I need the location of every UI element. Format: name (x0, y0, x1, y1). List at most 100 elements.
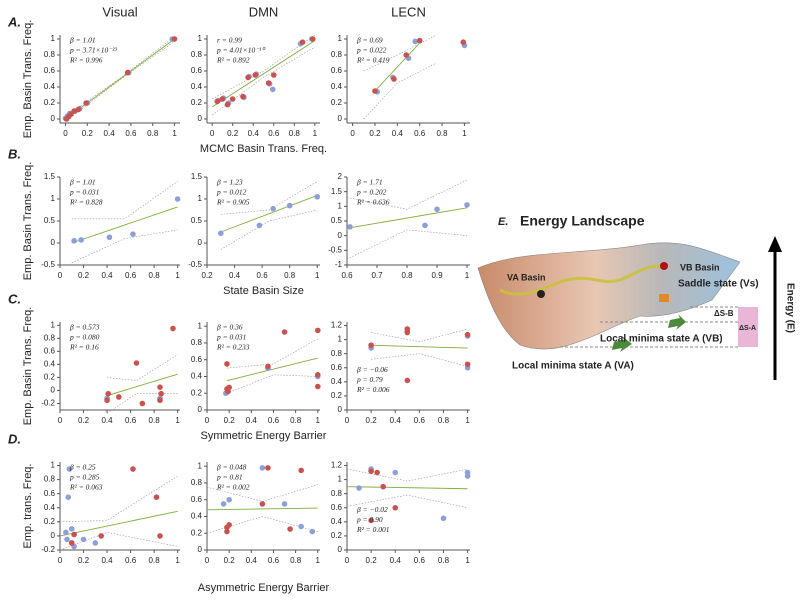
y-tick-label: 0.8 (44, 475, 56, 484)
y-tick-label: 0 (338, 405, 343, 414)
point (224, 101, 231, 108)
point (170, 325, 176, 332)
x-tick-label: 0.4 (392, 129, 404, 138)
trajectory (499, 264, 666, 296)
point (105, 390, 112, 397)
y-tick-label: 0.6 (44, 66, 56, 75)
y-tick-label: -0.5 (188, 260, 202, 269)
confidence-band (346, 229, 468, 260)
y-tick-label: 0.4 (44, 82, 56, 91)
y-tick-label: 0.4 (191, 372, 203, 381)
x-tick-label: 0.4 (104, 129, 116, 138)
x-tick-label: 0 (58, 271, 63, 280)
x-tick-label: 1 (462, 129, 467, 138)
stat-text: β = 0.573 (69, 323, 100, 332)
point (66, 466, 73, 472)
delta-label: ΔS-A (739, 325, 756, 332)
stat-text: R² = 0.828 (69, 198, 103, 207)
x-tick-label: 0.6 (268, 416, 280, 425)
point (226, 384, 232, 391)
point (226, 496, 232, 503)
point (229, 96, 236, 102)
basin-a-marker (537, 290, 545, 298)
x-tick-label: 0.8 (289, 129, 301, 138)
stat-text: p = 0.022 (356, 46, 387, 55)
x-tick-label: 0 (205, 556, 210, 565)
x-tick-label: 0.6 (414, 556, 426, 565)
y-tick-label: -0.5 (41, 260, 55, 269)
x-axis-title: Symmetric Energy Barrier (201, 430, 327, 442)
point (157, 384, 163, 390)
x-axis-title: MCMC Basin Trans. Freq. (200, 143, 327, 155)
y-tick-label: 0.2 (191, 528, 203, 537)
x-tick-label: 1 (175, 556, 180, 565)
point (71, 238, 77, 244)
minima-label: Local minima state A (VB) (600, 334, 723, 345)
x-tick-label: 0.8 (284, 271, 296, 280)
y-tick-label: 1 (338, 475, 343, 484)
point (217, 230, 224, 237)
point (157, 533, 163, 539)
stat-text: p = 0.080 (69, 333, 100, 342)
point (224, 361, 230, 367)
confidence-band (211, 34, 316, 100)
point (116, 394, 122, 400)
stat-text: p = 0.031 (216, 333, 246, 342)
x-tick-label: 1 (172, 129, 177, 138)
y-tick-label: 0.2 (331, 98, 343, 107)
point (68, 540, 75, 546)
stat-text: β = 0.048 (216, 463, 247, 472)
point (287, 526, 293, 532)
x-tick-label: 0.8 (436, 129, 448, 138)
y-tick-label: -0.2 (41, 399, 55, 408)
y-tick-label: 0.6 (44, 489, 56, 498)
y-tick-label: -1 (335, 260, 343, 269)
point (153, 494, 160, 501)
point (225, 388, 231, 395)
point (124, 69, 131, 76)
point (71, 108, 77, 114)
stat-text: R² = 0.233 (216, 343, 250, 352)
point (460, 39, 467, 45)
y-tick-label: 0.2 (44, 373, 56, 382)
y-tick-label: 0 (198, 238, 203, 247)
point (219, 96, 226, 102)
point (372, 88, 378, 94)
fit-line (371, 344, 468, 349)
x-tick-label: 0.8 (438, 416, 450, 425)
x-tick-label: 0.4 (246, 556, 258, 565)
confidence-band (346, 179, 468, 210)
x-tick-label: 1 (465, 416, 470, 425)
confidence-band (220, 181, 318, 215)
y-tick-label: 0.8 (331, 349, 343, 358)
point (314, 194, 321, 200)
stat-text: R² = 0.002 (216, 483, 250, 492)
y-tick-label: 2 (338, 172, 343, 181)
row-label: A. (7, 14, 21, 29)
x-tick-label: 0 (350, 129, 355, 138)
stat-text: β = −0.06 (356, 365, 388, 374)
stat-text: R² = 0.063 (69, 483, 103, 492)
fit-line (106, 373, 178, 397)
y-tick-label: 0.6 (191, 66, 203, 75)
point (252, 72, 259, 78)
x-tick-label: 0.2 (366, 556, 378, 565)
x-tick-label: 1 (175, 416, 180, 425)
stat-text: β = 0.69 (356, 36, 383, 45)
y-tick-label: 0.6 (331, 66, 343, 75)
y-tick-label: 1.2 (331, 321, 343, 330)
y-tick-label: 0.8 (191, 478, 203, 487)
fit-line (226, 357, 318, 382)
stat-text: R² = 0.16 (69, 343, 99, 352)
x-tick-label: 0.2 (224, 556, 236, 565)
y-tick-label: 0 (198, 545, 203, 554)
y-tick-label: 1 (198, 321, 203, 330)
y-tick-label: 0.6 (331, 363, 343, 372)
stat-text: p = 0.90 (356, 515, 383, 524)
point (434, 206, 440, 213)
point (158, 390, 164, 397)
y-axis-title: Emp. Basin Trans. Freq. (22, 162, 34, 281)
confidence-band (220, 209, 318, 250)
point (65, 494, 72, 501)
column-title: Visual (102, 4, 137, 19)
